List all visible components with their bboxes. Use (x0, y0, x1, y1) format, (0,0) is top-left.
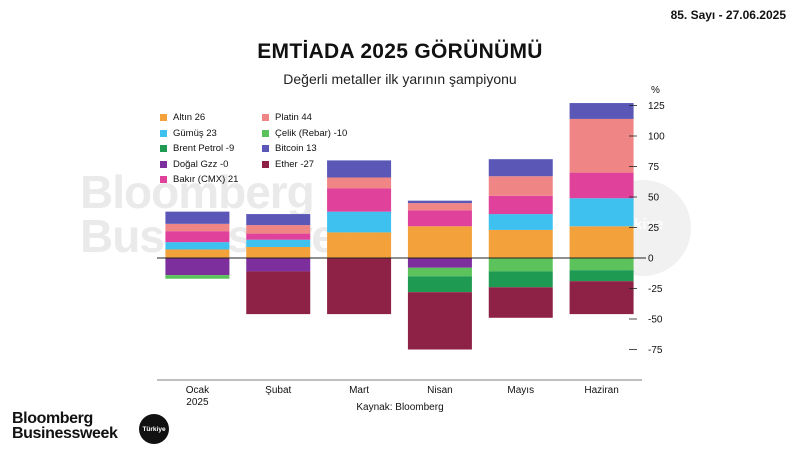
y-tick-label: -50 (648, 315, 663, 326)
logo-line-2: Businessweek (12, 425, 118, 442)
y-tick-label: 0 (648, 254, 654, 265)
bar-segment (488, 258, 553, 272)
bar-segment (407, 267, 472, 277)
legend-label: Bitcoin 13 (275, 143, 317, 154)
y-tick-label: 75 (648, 162, 660, 173)
bar-segment (569, 172, 634, 199)
legend-item: Çelik (Rebar) -10 (262, 128, 347, 139)
legend-item: Altın 26 (160, 112, 205, 123)
y-tick-label: -75 (648, 345, 663, 356)
bar-segment (488, 271, 553, 288)
legend-item: Brent Petrol -9 (160, 143, 234, 154)
bar-segment (165, 223, 230, 232)
bar-segment (165, 242, 230, 250)
bar-segment (407, 203, 472, 211)
turkiye-badge: Türkiye (139, 414, 169, 444)
bar-segment (569, 198, 634, 227)
bar-segment (246, 233, 311, 240)
category-label: Nisan (427, 385, 453, 396)
legend-swatch (160, 176, 167, 183)
legend-label: Bakır (CMX) 21 (173, 174, 239, 185)
bar-segment (327, 211, 392, 233)
legend-swatch (262, 114, 269, 121)
category-label: 2025 (186, 397, 209, 408)
bar-segment (488, 229, 553, 258)
bar-segment (407, 226, 472, 258)
legend-swatch (262, 160, 269, 168)
category-label: Şubat (265, 385, 291, 396)
bar-segment (246, 247, 311, 258)
bar-segment (407, 258, 472, 268)
bar-segment (327, 258, 392, 315)
legend-label: Çelik (Rebar) -10 (275, 127, 348, 139)
y-tick-label: 125 (648, 101, 665, 112)
legend-swatch (160, 114, 167, 121)
legend-item: Bakır (CMX) 21 (160, 174, 238, 185)
y-tick-label: 25 (648, 223, 660, 234)
bar-segment (165, 258, 230, 276)
bar-segment (407, 292, 472, 350)
legend-swatch (262, 129, 269, 137)
bar-segment (488, 214, 553, 230)
category-label: Mart (349, 385, 369, 396)
issue-date: 85. Sayı - 27.06.2025 (670, 8, 786, 22)
legend-swatch (160, 160, 167, 168)
legend-item: Doğal Gzz -0 (160, 159, 228, 170)
bloomberg-businessweek-logo: Bloomberg Businessweek (12, 410, 118, 442)
chart-title: EMTİADA 2025 GÖRÜNÜMÜ (257, 40, 543, 63)
bar-segment (246, 225, 311, 234)
legend-item: Gümüş 23 (160, 128, 217, 139)
category-label: Haziran (584, 385, 618, 396)
bar-segment (327, 177, 392, 189)
legend-item: Platin 44 (262, 112, 312, 123)
bar-segment (488, 176, 553, 196)
bar-segment (569, 281, 634, 315)
source-note: Kaynak: Bloomberg (356, 402, 444, 413)
bar-segment (327, 188, 392, 212)
bar-segment (246, 239, 311, 248)
bar-segment (488, 195, 553, 215)
bar-segment (165, 275, 230, 279)
legend-label: Altın 26 (173, 112, 206, 123)
logo-line-1: Bloomberg (12, 410, 93, 427)
legend-label: Gümüş 23 (173, 127, 217, 139)
bar-segment (246, 214, 311, 226)
chart-subtitle: Değerli metaller ilk yarının şampiyonu (283, 71, 517, 87)
bar-segment (569, 270, 634, 282)
category-label: Mayıs (507, 385, 534, 396)
y-tick-label: -25 (648, 284, 663, 295)
bar-segment (488, 287, 553, 318)
bar-segment (569, 258, 634, 271)
legend-item: Ether -27 (262, 159, 314, 170)
bar-segment (569, 118, 634, 173)
bar-segment (165, 231, 230, 243)
bar-segment (327, 232, 392, 258)
legend-label: Doğal Gzz -0 (173, 158, 229, 170)
legend-swatch (262, 145, 269, 152)
y-axis-unit: % (651, 85, 660, 96)
legend-item: Bitcoin 13 (262, 143, 317, 154)
bar-segment (407, 210, 472, 227)
bar-segment (407, 200, 472, 204)
y-tick-label: 50 (648, 193, 660, 204)
legend-swatch (160, 145, 167, 152)
bar-segment (407, 276, 472, 293)
bar-segment (569, 226, 634, 258)
bar-segment (488, 159, 553, 177)
legend-label: Platin 44 (275, 112, 312, 123)
bar-segment (165, 211, 230, 224)
category-label: Ocak (186, 385, 210, 396)
legend-label: Brent Petrol -9 (173, 143, 235, 154)
bar-segment (165, 249, 230, 258)
bar-segment (246, 271, 311, 315)
legend-label: Ether -27 (275, 158, 315, 170)
bar-segment (569, 103, 634, 119)
bar-segment (246, 258, 311, 272)
legend-swatch (160, 129, 167, 137)
bar-segment (327, 160, 392, 178)
y-tick-label: 100 (648, 132, 665, 143)
